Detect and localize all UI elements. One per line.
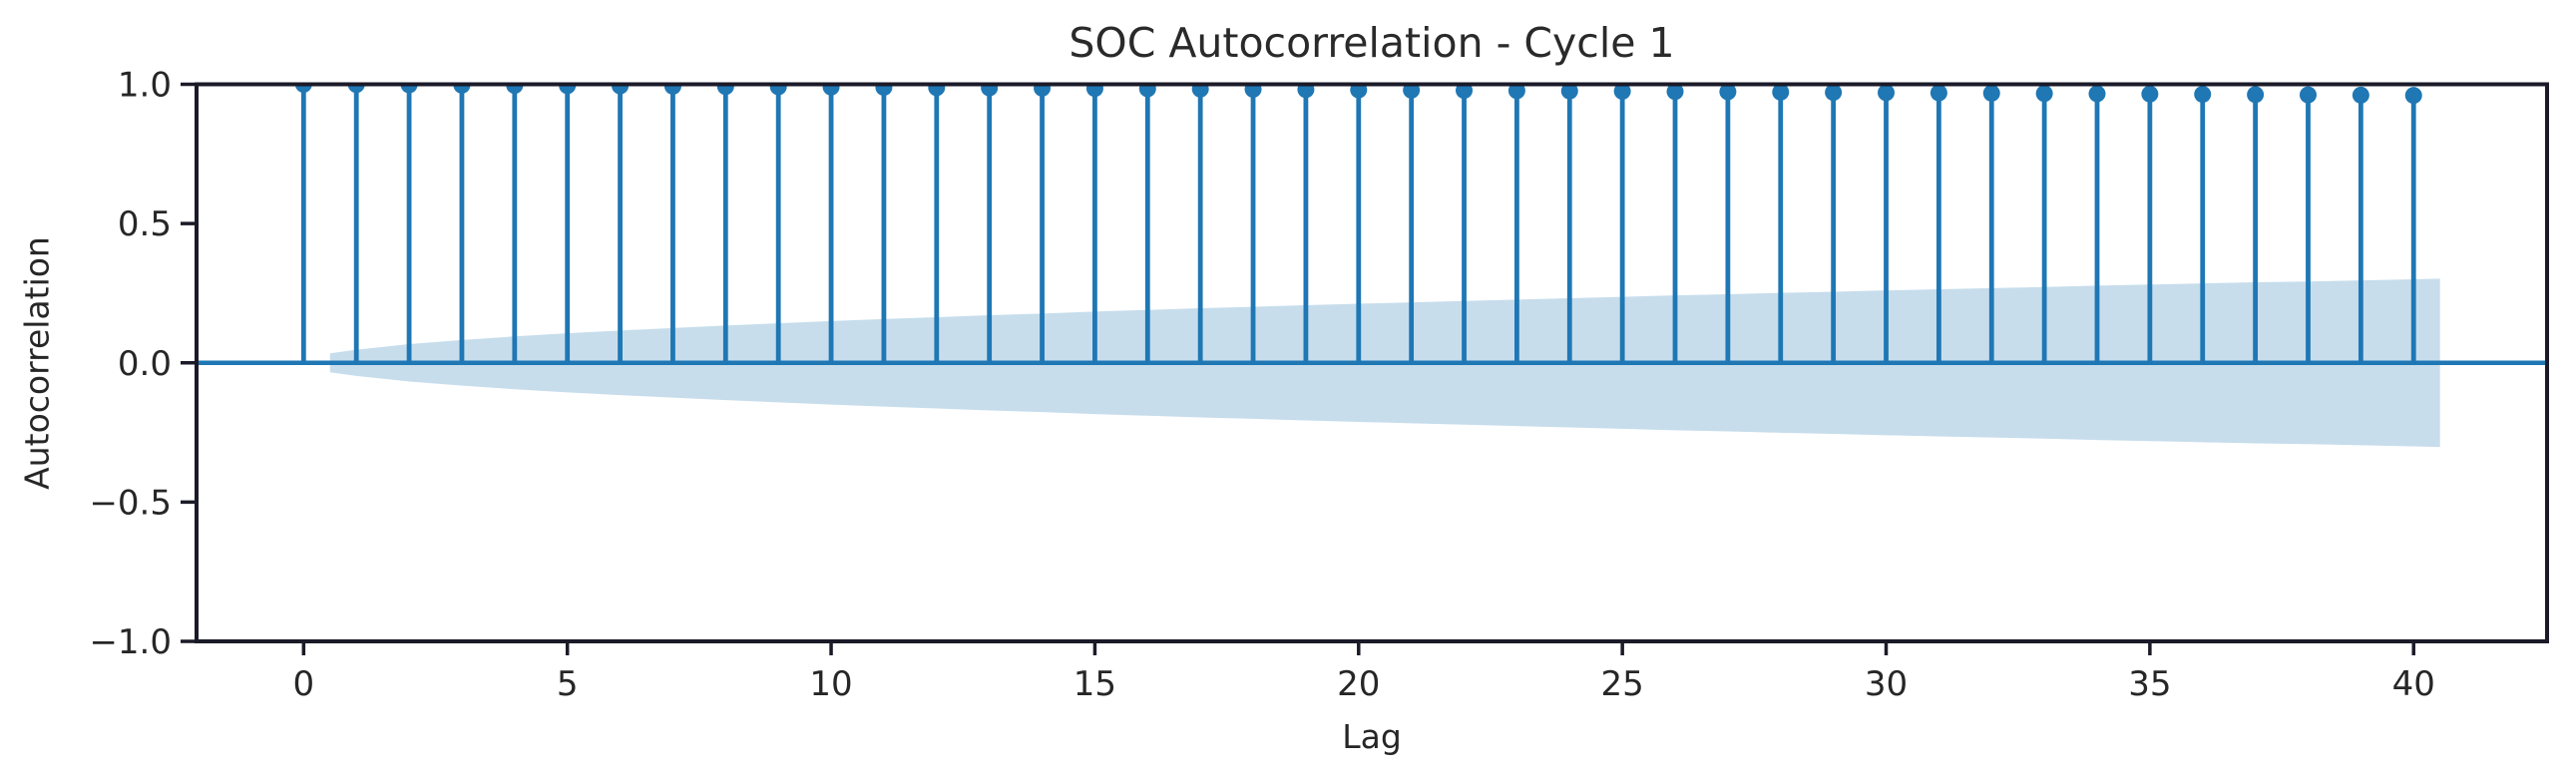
acf-marker (1982, 84, 2000, 102)
acf-marker (2352, 86, 2369, 104)
acf-marker (1772, 84, 1790, 101)
y-tick-label: 0.5 (118, 204, 172, 244)
acf-marker (559, 84, 577, 95)
acf-marker (822, 84, 840, 96)
acf-marker (2299, 86, 2317, 104)
acf-marker (1507, 84, 1525, 100)
acf-marker (2194, 86, 2212, 104)
y-tick-label: −1.0 (89, 622, 172, 662)
x-tick-label: 10 (809, 664, 852, 704)
x-tick-label: 15 (1073, 664, 1116, 704)
x-tick-label: 25 (1601, 664, 1644, 704)
x-tick-label: 20 (1337, 664, 1380, 704)
acf-marker (1825, 84, 1843, 102)
acf-marker (1719, 84, 1737, 101)
y-tick-label: 1.0 (118, 66, 172, 106)
acf-marker (1930, 84, 1947, 102)
acf-marker (1403, 84, 1421, 99)
acf-marker (716, 84, 734, 96)
acf-marker (294, 84, 312, 93)
acf-marker (400, 84, 418, 94)
chart-title: SOC Autocorrelation - Cycle 1 (1069, 19, 1675, 67)
x-tick-label: 30 (1865, 664, 1908, 704)
acf-marker (1244, 84, 1262, 99)
x-tick-label: 40 (2392, 664, 2435, 704)
acf-marker (1666, 84, 1684, 101)
acf-marker (928, 84, 946, 97)
acf-marker (981, 84, 999, 97)
acf-marker (1613, 84, 1631, 100)
acf-marker (2247, 86, 2265, 104)
stems-layer (300, 84, 2416, 363)
x-tick-label: 0 (293, 664, 315, 704)
acf-marker (2141, 85, 2159, 103)
x-tick-label: 5 (557, 664, 579, 704)
y-tick-label: −0.5 (89, 483, 172, 523)
acf-marker (347, 84, 365, 94)
acf-marker (1456, 84, 1474, 100)
acf-marker (663, 84, 681, 95)
acf-marker (1034, 84, 1052, 97)
ticks-layer: 0 5 10 15 20 25 30 35 40 1.0 0.5 0.0 −0.5 −1.0 (89, 66, 2434, 705)
x-axis-label: Lag (1342, 717, 1402, 756)
acf-marker (1350, 84, 1368, 99)
acf-marker (769, 84, 787, 96)
x-tick-label: 35 (2128, 664, 2171, 704)
acf-marker (453, 84, 471, 94)
acf-marker (1878, 84, 1896, 102)
acf-marker (506, 84, 524, 95)
acf-marker (1085, 84, 1103, 98)
acf-marker (1560, 84, 1578, 100)
y-tick-label: 0.0 (118, 344, 172, 384)
acf-marker (1297, 84, 1315, 99)
acf-marker (2404, 87, 2422, 105)
acf-marker (875, 84, 893, 97)
markers-layer (294, 84, 2422, 105)
acf-marker (612, 84, 630, 95)
acf-marker (1191, 84, 1209, 98)
acf-marker (1138, 84, 1156, 98)
acf-marker (2088, 85, 2106, 103)
acf-marker (2035, 85, 2053, 103)
